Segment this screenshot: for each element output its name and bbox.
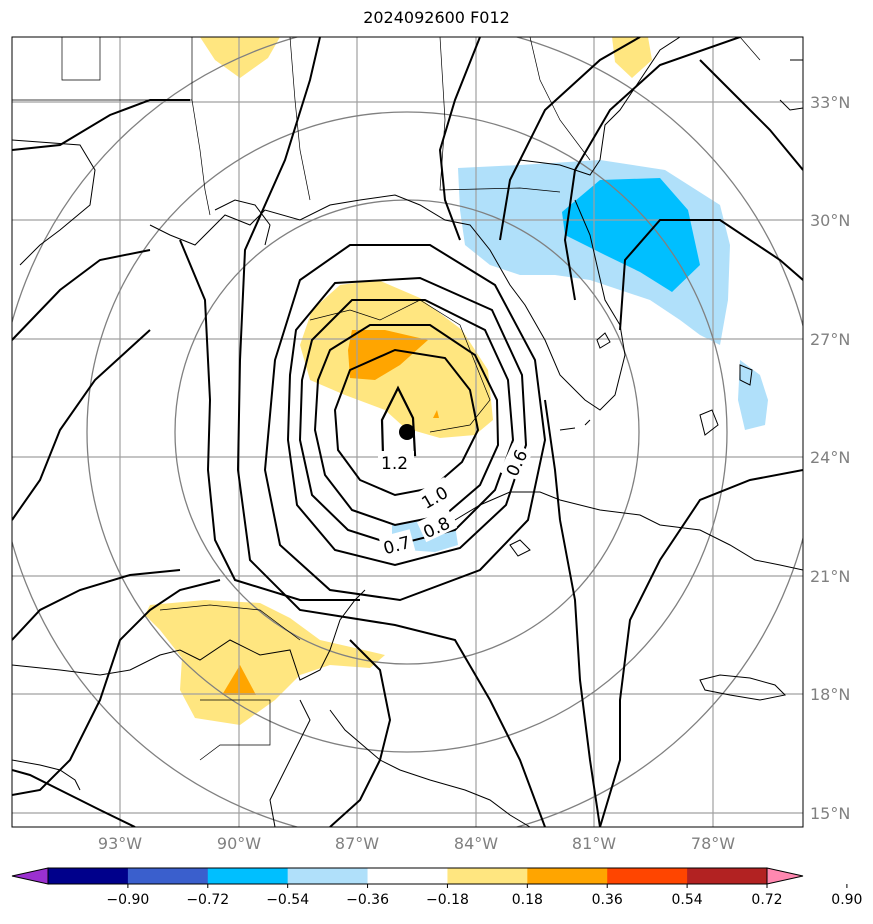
- colorbar: −0.90 −0.72 −0.54 −0.36 −0.18 0.18 0.36 0.54 0.7…: [11, 867, 862, 908]
- state-borders: [12, 37, 761, 761]
- lat-label: 30°N: [810, 211, 850, 230]
- colorbar-tick-label: 0.36: [592, 892, 623, 908]
- lat-label: 33°N: [810, 93, 850, 112]
- colorbar-tick-label: 0.72: [751, 892, 782, 908]
- colorbar-tick-label: −0.90: [106, 892, 149, 908]
- colorbar-frame: [47, 867, 768, 885]
- lon-label: 78°W: [691, 834, 735, 853]
- map-frame: [11, 36, 804, 828]
- longitude-labels: 93°W 90°W 87°W 84°W 81°W 78°W: [98, 834, 735, 853]
- lon-label: 81°W: [572, 834, 616, 853]
- lat-label: 24°N: [810, 448, 850, 467]
- colorbar-segment: [687, 868, 768, 884]
- colorbar-segment: [367, 868, 448, 884]
- lon-label: 87°W: [335, 834, 379, 853]
- colorbar-tick-label: −0.54: [266, 892, 309, 908]
- colorbar-segment: [287, 868, 369, 884]
- colorbar-segment: [48, 868, 129, 884]
- lon-label: 84°W: [454, 834, 498, 853]
- colorbar-tick-label: 0.54: [672, 892, 703, 908]
- contour-label-1-2: 1.2: [381, 454, 408, 474]
- lon-label: 90°W: [217, 834, 261, 853]
- shading-blue: [562, 178, 700, 292]
- colorbar-tick-label: −0.36: [346, 892, 389, 908]
- colorbar-segment: [127, 868, 209, 884]
- colorbar-extend-low: [11, 867, 49, 885]
- contours: [12, 37, 803, 827]
- lat-label: 27°N: [810, 330, 850, 349]
- colorbar-tick-label: 0.18: [512, 892, 543, 908]
- map-title: 2024092600 F012: [363, 8, 510, 27]
- colorbar-tick-label: −0.72: [186, 892, 229, 908]
- colorbar-segment: [207, 868, 289, 884]
- colorbar-tick-label: 0.90: [831, 892, 862, 908]
- lat-label: 21°N: [810, 567, 850, 586]
- colorbar-extend-high: [766, 867, 804, 885]
- colorbar-tick-label: −0.18: [426, 892, 469, 908]
- colorbar-segment: [527, 868, 608, 884]
- lat-label: 18°N: [810, 685, 850, 704]
- latitude-labels: 33°N 30°N 27°N 24°N 21°N 18°N 15°N: [810, 93, 850, 823]
- storm-center-marker: [399, 424, 415, 440]
- colorbar-segment: [447, 868, 528, 884]
- lon-label: 93°W: [98, 834, 142, 853]
- lat-label: 15°N: [810, 804, 850, 823]
- colorbar-segment: [607, 868, 688, 884]
